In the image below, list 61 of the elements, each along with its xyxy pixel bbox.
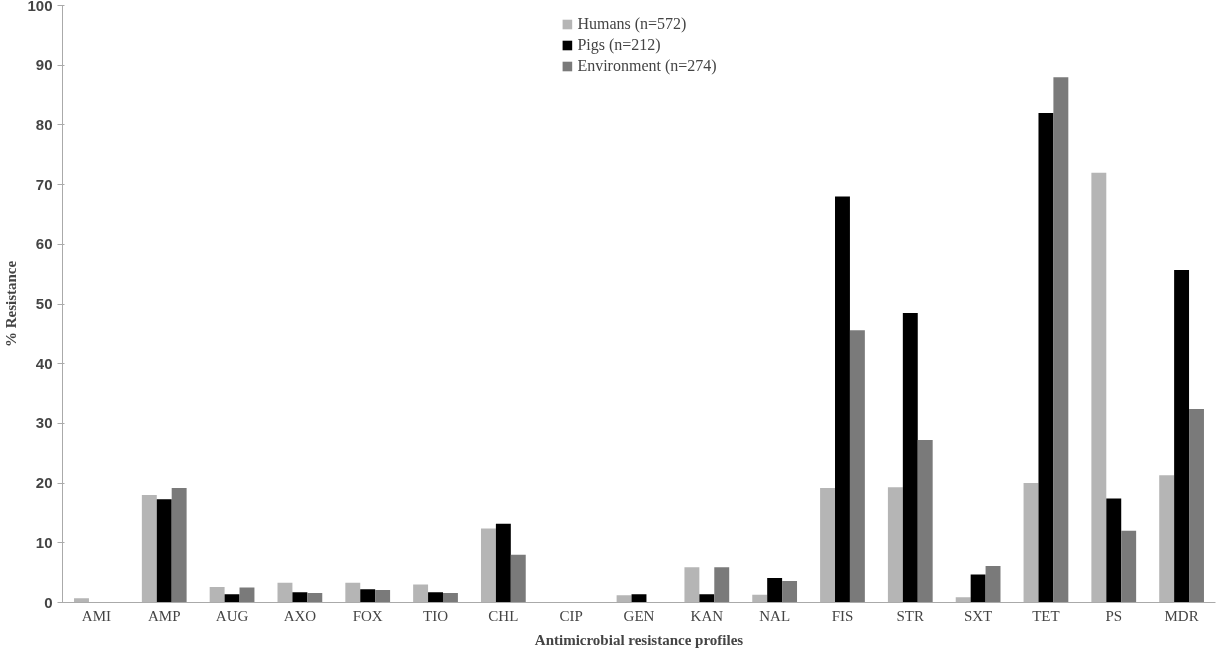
bar — [835, 196, 850, 603]
x-tick-label: STR — [896, 607, 925, 624]
bar — [917, 440, 933, 603]
bar — [1189, 409, 1204, 603]
y-tick-label: 20 — [35, 474, 53, 492]
bar — [1038, 112, 1054, 603]
x-tick-label: FOX — [352, 607, 383, 624]
bar — [171, 487, 187, 603]
bar — [631, 594, 647, 603]
bar — [495, 523, 511, 603]
x-axis-title: Antimicrobial resistance profiles — [534, 631, 744, 648]
y-tick-label: 10 — [35, 533, 53, 551]
bar — [156, 499, 172, 603]
bar — [510, 554, 526, 603]
bar — [699, 594, 715, 603]
y-tick-label: 60 — [35, 235, 53, 253]
x-tick-label: CHL — [488, 607, 519, 624]
bar — [714, 567, 730, 603]
bar — [307, 592, 323, 603]
bar — [782, 581, 798, 603]
x-tick-label: AMP — [147, 607, 181, 624]
y-tick-label: 0 — [44, 593, 53, 611]
x-tick-label: FIS — [831, 607, 854, 624]
bar — [292, 592, 308, 603]
legend-label: Environment (n=274) — [577, 57, 717, 75]
x-tick-label: AUG — [215, 607, 249, 624]
y-tick-label: 100 — [27, 0, 53, 14]
bar — [1121, 530, 1137, 603]
y-axis-title: % Resistance — [3, 260, 20, 348]
bar — [375, 589, 391, 603]
bar — [849, 330, 865, 603]
bar — [360, 589, 376, 603]
bar — [442, 592, 458, 603]
x-tick-label: SXT — [963, 607, 993, 624]
x-tick-label: KAN — [690, 607, 724, 624]
x-tick-label: AMI — [81, 607, 111, 624]
bar — [1174, 269, 1190, 603]
x-tick-label: AXO — [283, 607, 317, 624]
x-tick-label: TIO — [423, 607, 449, 624]
x-tick-label: CIP — [559, 607, 583, 624]
x-tick-label: PS — [1105, 607, 1123, 624]
bar — [767, 578, 783, 603]
legend-label: Pigs (n=212) — [577, 36, 661, 54]
y-tick-label: 70 — [35, 175, 53, 193]
bar — [224, 594, 240, 603]
y-tick-label: 90 — [35, 56, 53, 74]
bar — [985, 566, 1001, 603]
x-tick-label: NAL — [759, 607, 791, 624]
y-tick-label: 50 — [35, 295, 53, 312]
bar — [970, 574, 986, 603]
y-tick-label: 30 — [35, 414, 53, 432]
x-tick-label: MDR — [1164, 607, 1199, 624]
y-tick-label: 80 — [35, 115, 53, 133]
y-tick-label: 40 — [35, 354, 53, 372]
bar — [902, 312, 918, 603]
bar — [1053, 77, 1069, 603]
x-tick-label: TET — [1032, 607, 1060, 624]
x-tick-label: GEN — [623, 607, 655, 624]
bar — [1106, 498, 1122, 603]
bar — [428, 592, 443, 603]
legend-label: Humans (n=572) — [577, 15, 687, 33]
